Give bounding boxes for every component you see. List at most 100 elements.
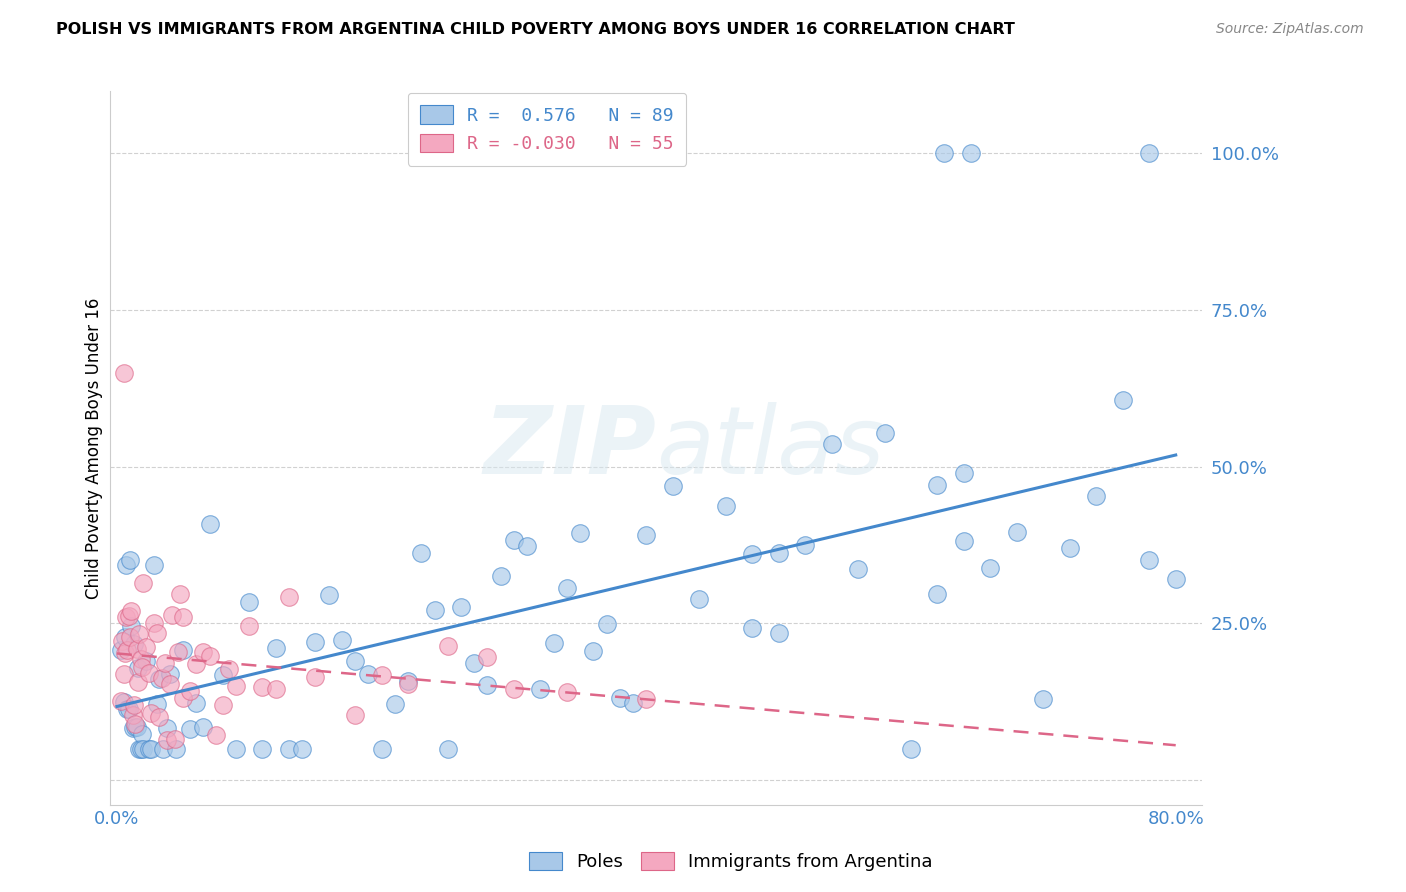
Point	[927, 587, 949, 601]
Point	[1059, 541, 1081, 556]
Point	[121, 721, 143, 735]
Point	[516, 539, 538, 553]
Point	[396, 673, 419, 688]
Point	[953, 466, 976, 480]
Text: ZIP: ZIP	[484, 402, 657, 494]
Point	[555, 582, 578, 596]
Point	[120, 630, 142, 644]
Point	[138, 741, 160, 756]
Point	[238, 595, 260, 609]
Point	[125, 641, 148, 656]
Point	[344, 654, 367, 668]
Point	[186, 696, 208, 710]
Point	[172, 610, 194, 624]
Point	[595, 617, 617, 632]
Point	[979, 561, 1001, 575]
Point	[846, 562, 869, 576]
Point	[115, 609, 138, 624]
Point	[172, 691, 194, 706]
Point	[252, 680, 274, 694]
Point	[153, 656, 176, 670]
Point	[252, 741, 274, 756]
Point	[396, 677, 419, 691]
Point	[384, 697, 406, 711]
Legend: R =  0.576   N = 89, R = -0.030   N = 55: R = 0.576 N = 89, R = -0.030 N = 55	[408, 93, 686, 166]
Point	[141, 741, 163, 756]
Point	[741, 621, 763, 635]
Point	[112, 366, 135, 380]
Point	[115, 558, 138, 572]
Point	[111, 634, 134, 648]
Point	[135, 640, 157, 655]
Point	[1032, 691, 1054, 706]
Point	[304, 670, 326, 684]
Point	[291, 741, 314, 756]
Point	[959, 146, 981, 161]
Point	[191, 720, 214, 734]
Point	[148, 710, 170, 724]
Point	[503, 682, 526, 697]
Point	[370, 741, 392, 756]
Point	[120, 619, 142, 633]
Point	[148, 672, 170, 686]
Point	[135, 654, 157, 668]
Point	[124, 720, 146, 734]
Point	[636, 528, 658, 542]
Point	[198, 516, 221, 531]
Point	[142, 558, 165, 572]
Point	[218, 662, 240, 676]
Point	[529, 682, 551, 697]
Point	[820, 437, 842, 451]
Point	[1164, 572, 1187, 586]
Point	[132, 576, 155, 591]
Point	[873, 425, 896, 440]
Point	[165, 732, 187, 747]
Point	[900, 741, 922, 756]
Point	[411, 546, 433, 560]
Legend: Poles, Immigrants from Argentina: Poles, Immigrants from Argentina	[522, 845, 941, 879]
Point	[225, 741, 247, 756]
Point	[145, 697, 167, 711]
Point	[278, 741, 301, 756]
Point	[110, 643, 132, 657]
Point	[156, 721, 179, 735]
Point	[127, 675, 149, 690]
Point	[152, 741, 174, 756]
Point	[1085, 490, 1108, 504]
Point	[128, 627, 150, 641]
Point	[1137, 552, 1160, 566]
Point	[112, 666, 135, 681]
Point	[114, 647, 136, 661]
Point	[166, 645, 188, 659]
Point	[165, 741, 187, 756]
Point	[1137, 146, 1160, 161]
Point	[117, 643, 139, 657]
Point	[159, 677, 181, 691]
Point	[1112, 392, 1135, 407]
Point	[110, 694, 132, 708]
Point	[318, 588, 340, 602]
Point	[141, 706, 163, 720]
Point	[264, 681, 287, 696]
Point	[172, 642, 194, 657]
Point	[503, 533, 526, 547]
Point	[125, 720, 148, 734]
Point	[138, 666, 160, 681]
Point	[741, 548, 763, 562]
Point	[142, 616, 165, 631]
Point	[477, 649, 499, 664]
Point	[118, 609, 141, 624]
Point	[120, 604, 142, 618]
Point	[450, 599, 472, 614]
Point	[714, 499, 737, 513]
Point	[370, 667, 392, 681]
Point	[238, 619, 260, 633]
Point	[344, 707, 367, 722]
Point	[794, 538, 817, 552]
Point	[169, 587, 191, 601]
Point	[211, 698, 233, 712]
Point	[211, 668, 233, 682]
Text: atlas: atlas	[657, 402, 884, 493]
Text: POLISH VS IMMIGRANTS FROM ARGENTINA CHILD POVERTY AMONG BOYS UNDER 16 CORRELATIO: POLISH VS IMMIGRANTS FROM ARGENTINA CHIL…	[56, 22, 1015, 37]
Point	[436, 639, 458, 653]
